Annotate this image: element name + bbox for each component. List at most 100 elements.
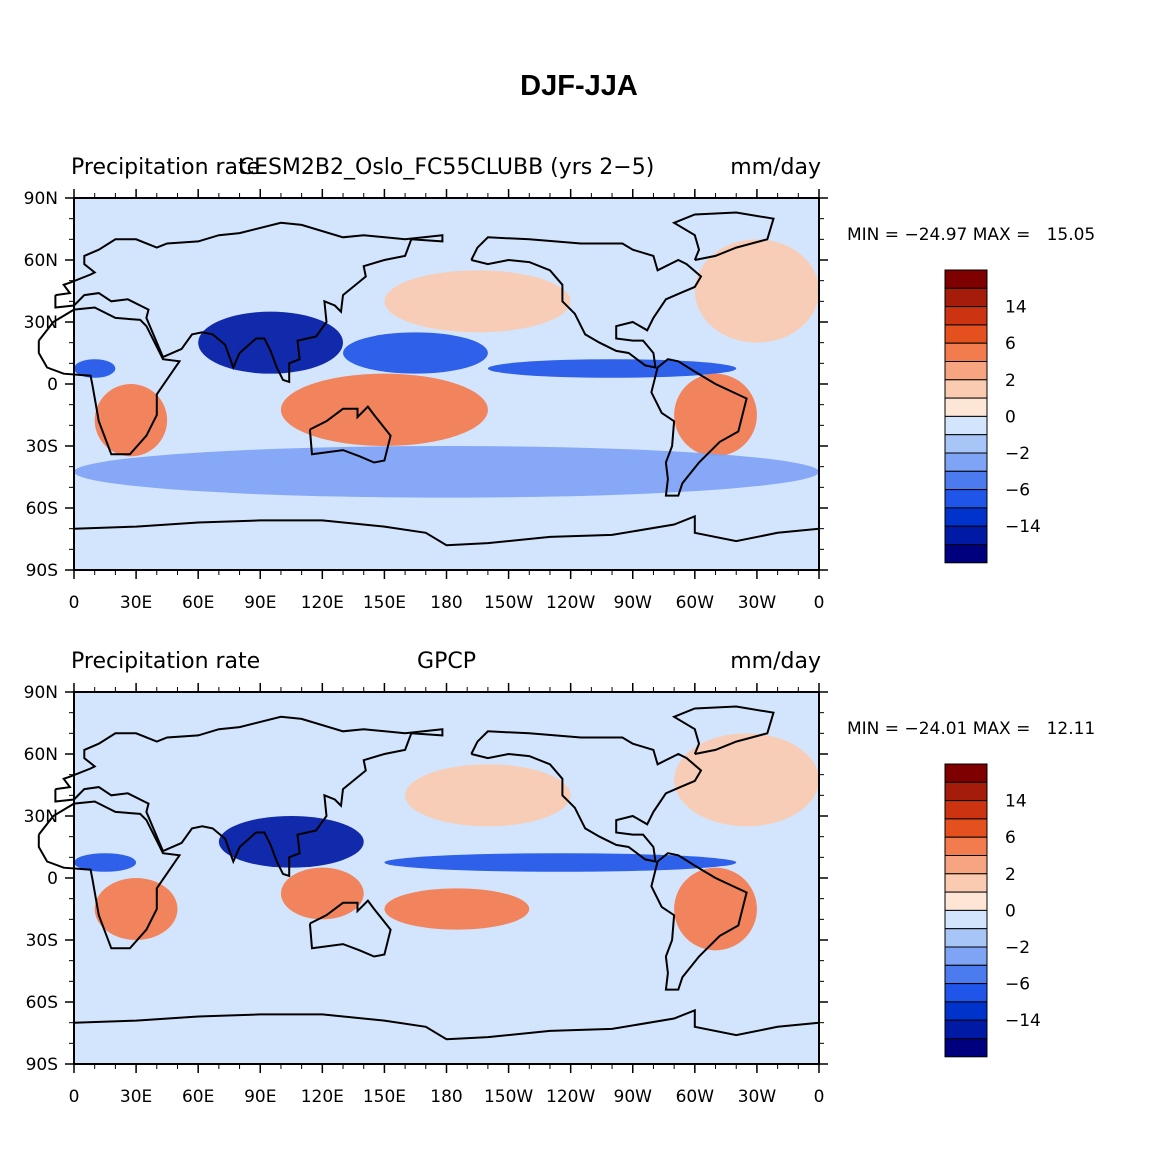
coastlines [37,211,820,547]
field-region [384,888,530,930]
colorbar-label: 2 [1005,865,1016,885]
field-region [280,867,364,920]
x-tick-label: 0 [814,1087,825,1107]
x-tick-label: 30E [120,593,152,613]
field-features [74,239,820,498]
colorbar-label: 6 [1005,334,1016,354]
x-tick-label: 60E [182,1087,214,1107]
colorbar-label: −6 [1005,975,1030,995]
x-tick-label: 90W [614,593,653,613]
colorbar-box [944,342,988,363]
colorbar-box [944,1019,988,1040]
panel-title-right: mm/day [730,155,821,180]
x-tick-label: 60E [182,593,214,613]
colorbar-box [944,909,988,930]
x-tick-label: 60W [676,1087,715,1107]
x-tick-label: 120W [546,593,595,613]
x-tick-label: 0 [69,1087,80,1107]
x-tick-label: 120E [301,1087,344,1107]
panel-observed: Precipitation rate GPCP mm/day 0 30E 60E 90E 12… [0,494,1158,1107]
colorbar-box [944,269,988,289]
x-tick-label: 180 [430,1087,462,1107]
main-title: DJF-JJA [520,70,638,102]
coastline [54,221,444,384]
x-tick-label: 180 [430,593,462,613]
field-region [343,332,488,374]
coastline [671,211,775,261]
y-tick-label: 0 [47,869,58,889]
y-tick-label: 0 [47,375,58,395]
y-tick-label: 90N [24,189,58,209]
x-tick-label: 30W [738,593,777,613]
colorbar-label: −14 [1005,517,1041,537]
colorbar-label: 6 [1005,828,1016,848]
coastline [54,715,444,878]
field-region [405,764,571,827]
coastlines [37,705,820,1041]
y-tick-label: 90N [24,683,58,703]
x-tick-label: 150E [363,593,406,613]
colorbar-box [944,324,988,344]
x-tick-label: 90E [244,593,276,613]
x-tick-label: 120W [546,1087,595,1107]
panel-title-center: CESM2B2_Oslo_FC55CLUBB (yrs 2−5) [239,155,655,180]
colorbar-box [944,1001,988,1021]
x-tick-label: 60W [676,593,715,613]
colorbar-box [944,306,988,326]
coastline [308,405,392,464]
x-tick-label: 90E [244,1087,276,1107]
field-region [487,359,737,378]
colorbar-box [944,379,988,399]
colorbar-box [944,470,988,491]
map-chart: Precipitation rateCESM2B2_Oslo_FC55CLUBB… [24,155,1096,613]
min-max-stats: MIN = −24.01 MAX = 12.11 [847,719,1095,739]
panel-title-left: Precipitation rate [71,649,260,674]
field-region [384,270,571,333]
x-tick-label: 0 [814,593,825,613]
y-tick-label: 60S [26,993,58,1013]
field-region [94,384,168,457]
colorbar: 14 6 2 0 −2 −6 −14 [944,269,1041,564]
x-tick-label: 30E [120,1087,152,1107]
field-region [384,853,737,872]
field-region [218,816,364,868]
colorbar-box [944,855,988,875]
coastline [37,800,182,950]
coastline [73,1008,820,1041]
x-tick-label: 30W [738,1087,777,1107]
x-tick-label: 150W [484,593,533,613]
colorbar-box [944,836,988,857]
colorbar-box [944,818,988,838]
colorbar-box [944,800,988,820]
coastline [470,236,703,369]
field-region [198,311,344,374]
colorbar-box [944,1038,988,1058]
coastline [37,306,182,456]
colorbar-box [944,397,988,417]
x-tick-label: 150W [484,1087,533,1107]
colorbar-label: 0 [1005,901,1016,921]
x-tick-label: 150E [363,1087,406,1107]
min-max-stats: MIN = −24.97 MAX = 15.05 [847,225,1095,245]
panel-title-right: mm/day [730,649,821,674]
y-tick-label: 60N [24,745,58,765]
colorbar-box [944,946,988,966]
field-region [280,373,488,447]
colorbar-box [944,763,988,783]
field-region [74,446,819,498]
colorbar-box [944,781,988,802]
x-tick-label: 0 [69,593,80,613]
colorbar-box [944,415,988,436]
colorbar-box [944,544,988,564]
colorbar-label: −2 [1005,938,1030,958]
coastline [650,358,748,497]
field-region [694,239,820,343]
colorbar-label: −2 [1005,444,1030,464]
colorbar-label: 14 [1005,792,1027,812]
coastline [470,730,703,863]
colorbar-box [944,287,988,308]
coastline [671,705,775,755]
colorbar-box [944,873,988,893]
colorbar-label: 2 [1005,371,1016,391]
field-region [94,878,178,940]
